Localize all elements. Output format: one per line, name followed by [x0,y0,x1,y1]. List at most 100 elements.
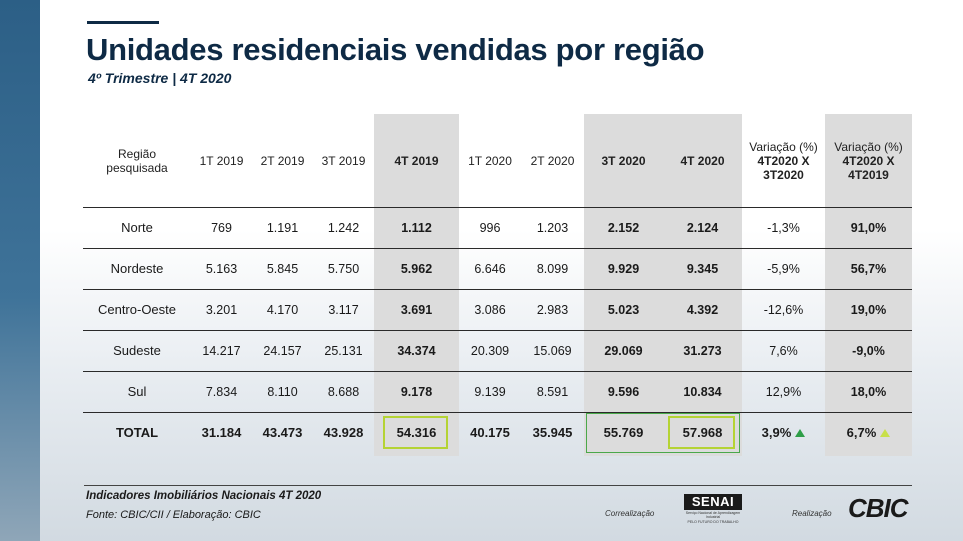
cell-3t2019: 8.688 [327,385,360,399]
cell-3t2019: 1.242 [327,221,360,235]
side-band [0,0,40,541]
cell-region: Sul [127,384,147,399]
cell-region: Centro-Oeste [97,302,177,317]
header-4t2020: 4T 2020 [680,153,725,168]
header-var-sub: 4T2020 X 3T2020 [757,153,810,182]
cell-region: Sudeste [113,343,161,358]
page-subtitle: 4º Trimestre | 4T 2020 [88,70,232,86]
total-2t2019: 43.473 [262,425,303,440]
header-label: Região pesquisada [106,146,168,175]
highlight-col-4t2020 [663,114,742,456]
cell-4t2020: 4.392 [686,303,719,317]
cell-1t2019: 7.834 [205,385,238,399]
cell-2t2019: 1.191 [266,221,299,235]
footer-rule [84,485,912,486]
cell-var-year: 19,0% [850,303,887,317]
cell-var-quarter: 12,9% [765,385,802,399]
total-value: 6,7% [846,425,877,440]
cell-3t2019: 3.117 [328,303,359,317]
total-4t2020: 57.968 [682,425,723,440]
cell-var-quarter: -12,6% [763,303,804,317]
total-region: TOTAL [115,425,159,440]
cell-1t2019: 3.201 [205,303,238,317]
cell-4t2019: 9.178 [400,385,433,399]
header-3t2020: 3T 2020 [601,153,646,168]
cell-3t2020: 2.152 [607,221,640,235]
cell-2t2020: 1.203 [536,221,569,235]
cell-region: Norte [121,220,153,235]
highlight-col-var-year [825,114,912,456]
senai-logo: SENAI Serviço Nacional de Aprendizagem I… [684,494,742,524]
row-divider [83,248,912,249]
total-3t2020: 55.769 [603,425,644,440]
cell-3t2020: 29.069 [604,344,643,358]
cell-1t2019: 5.163 [205,262,238,276]
cell-var-year: 18,0% [850,385,887,399]
total-2t2020: 35.945 [532,425,573,440]
cell-3t2020: 5.023 [607,303,640,317]
cell-1t2020: 6.646 [474,262,506,276]
header-region: Região pesquisada [83,114,191,207]
senai-logo-text: SENAI [684,494,742,510]
highlight-box-4t2020-total [668,416,735,449]
page-title: Unidades residenciais vendidas por regiã… [86,32,705,67]
total-value: 3,9% [761,425,792,440]
total-3t2019: 43.928 [323,425,364,440]
total-1t2020: 40.175 [470,425,510,440]
header-rule [87,21,159,24]
cell-4t2020: 10.834 [683,385,722,399]
realizacao-label: Realização [792,509,832,518]
header-1t2020: 1T 2020 [468,153,512,168]
cell-2t2020: 2.983 [536,303,569,317]
cell-4t2020: 2.124 [686,221,719,235]
total-4t2019: 54.316 [396,425,437,440]
cell-var-quarter: -1,3% [767,221,800,235]
cell-var-year: 56,7% [850,262,887,276]
header-3t2019: 3T 2019 [321,153,366,168]
sales-table: Região pesquisada 1T 2019 2T 2019 3T 201… [83,114,912,456]
cell-1t2020: 20.309 [470,344,510,358]
cell-var-quarter: 7,6% [769,344,798,358]
senai-logo-sub2: PELO FUTURO DO TRABALHO [687,520,739,524]
senai-logo-sub: Serviço Nacional de Aprendizagem Industr… [685,511,741,519]
highlight-box-2020-totals [586,413,740,453]
highlight-col-4t2019 [374,114,459,456]
highlight-box-4t2019-total [383,416,448,449]
footer-source: Fonte: CBIC/CII / Elaboração: CBIC [86,509,261,521]
cell-1t2019: 769 [211,221,232,235]
cell-1t2020: 3.086 [474,303,506,317]
row-divider [83,412,912,413]
row-divider [83,330,912,331]
cbic-logo: CBIC [848,493,909,523]
background-skyline [40,230,963,541]
cell-1t2019: 14.217 [202,344,241,358]
total-var-quarter: 3,9% [742,413,825,453]
cell-2t2019: 4.170 [266,303,299,317]
header-var-label: Variação (%) [749,139,818,154]
cell-var-year: 91,0% [850,221,887,235]
cell-region: Nordeste [110,261,164,276]
cell-var-quarter: -5,9% [767,262,800,276]
cell-2t2020: 8.591 [536,385,569,399]
triangle-up-icon [795,429,806,437]
header-4t2019: 4T 2019 [394,153,439,168]
cell-2t2020: 15.069 [533,344,572,358]
cell-3t2019: 5.750 [327,262,360,276]
cell-3t2020: 9.596 [607,385,640,399]
header-var-quarter: Variação (%) 4T2020 X 3T2020 [742,114,825,207]
highlight-col-3t2020 [584,114,663,456]
cell-2t2019: 24.157 [263,344,302,358]
cell-4t2020: 9.345 [686,262,719,276]
total-1t2019: 31.184 [201,425,242,440]
cell-1t2020: 996 [479,221,501,235]
cell-4t2019: 34.374 [397,344,436,358]
cell-3t2019: 25.131 [324,344,363,358]
footer-title: Indicadores Imobiliários Nacionais 4T 20… [86,490,322,502]
header-var-sub: 4T2020 X 4T2019 [842,153,895,182]
cell-2t2019: 5.845 [266,262,299,276]
cell-4t2019: 3.691 [400,303,433,317]
header-var-year: Variação (%) 4T2020 X 4T2019 [825,114,912,207]
correalizacao-label: Correalização [605,509,655,518]
cell-4t2019: 5.962 [400,262,433,276]
cell-1t2020: 9.139 [474,385,506,399]
